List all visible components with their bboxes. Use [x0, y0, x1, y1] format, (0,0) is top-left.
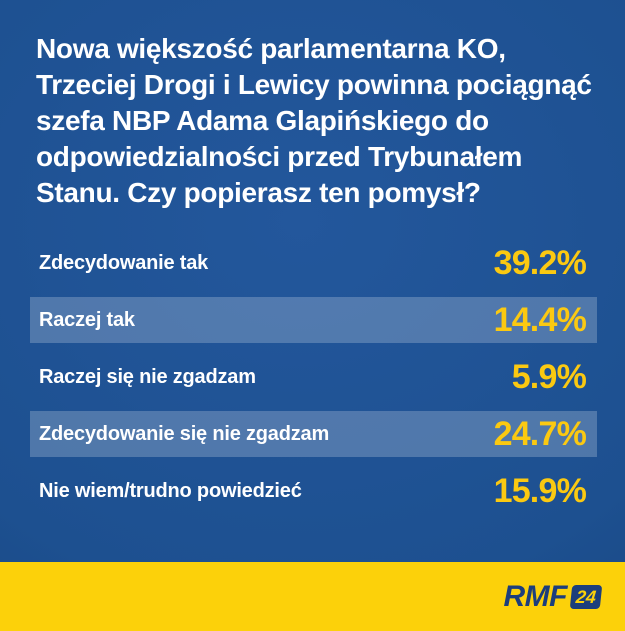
poll-option-row: Raczej tak 14.4% [30, 297, 597, 343]
poll-option-row: Zdecydowanie tak 39.2% [30, 240, 597, 286]
rmf24-logo: RMF 24 [503, 579, 603, 614]
poll-option-row: Raczej się nie zgadzam 5.9% [30, 354, 597, 400]
option-label: Raczej się nie zgadzam [39, 365, 256, 388]
rmf-logo-text: RMF [503, 579, 568, 613]
option-label: Zdecydowanie się nie zgadzam [39, 422, 330, 445]
option-label: Zdecydowanie tak [39, 251, 209, 274]
option-percentage: 5.9% [511, 357, 587, 396]
poll-question: Nowa większość parlamentarna KO, Trzecie… [36, 33, 592, 208]
poll-options-list: Zdecydowanie tak 39.2% Raczej tak 14.4% … [30, 240, 597, 525]
option-percentage: 24.7% [493, 414, 587, 453]
option-label: Nie wiem/trudno powiedzieć [39, 479, 302, 502]
rmf-logo-24-badge: 24 [569, 584, 603, 609]
poll-option-row: Zdecydowanie się nie zgadzam 24.7% [30, 411, 597, 457]
poll-option-row: Nie wiem/trudno powiedzieć 15.9% [30, 468, 597, 514]
option-label: Raczej tak [39, 308, 135, 331]
footer-band: RMF 24 [0, 562, 625, 631]
option-percentage: 15.9% [493, 471, 587, 510]
option-percentage: 39.2% [493, 243, 587, 282]
option-percentage: 14.4% [493, 300, 587, 339]
